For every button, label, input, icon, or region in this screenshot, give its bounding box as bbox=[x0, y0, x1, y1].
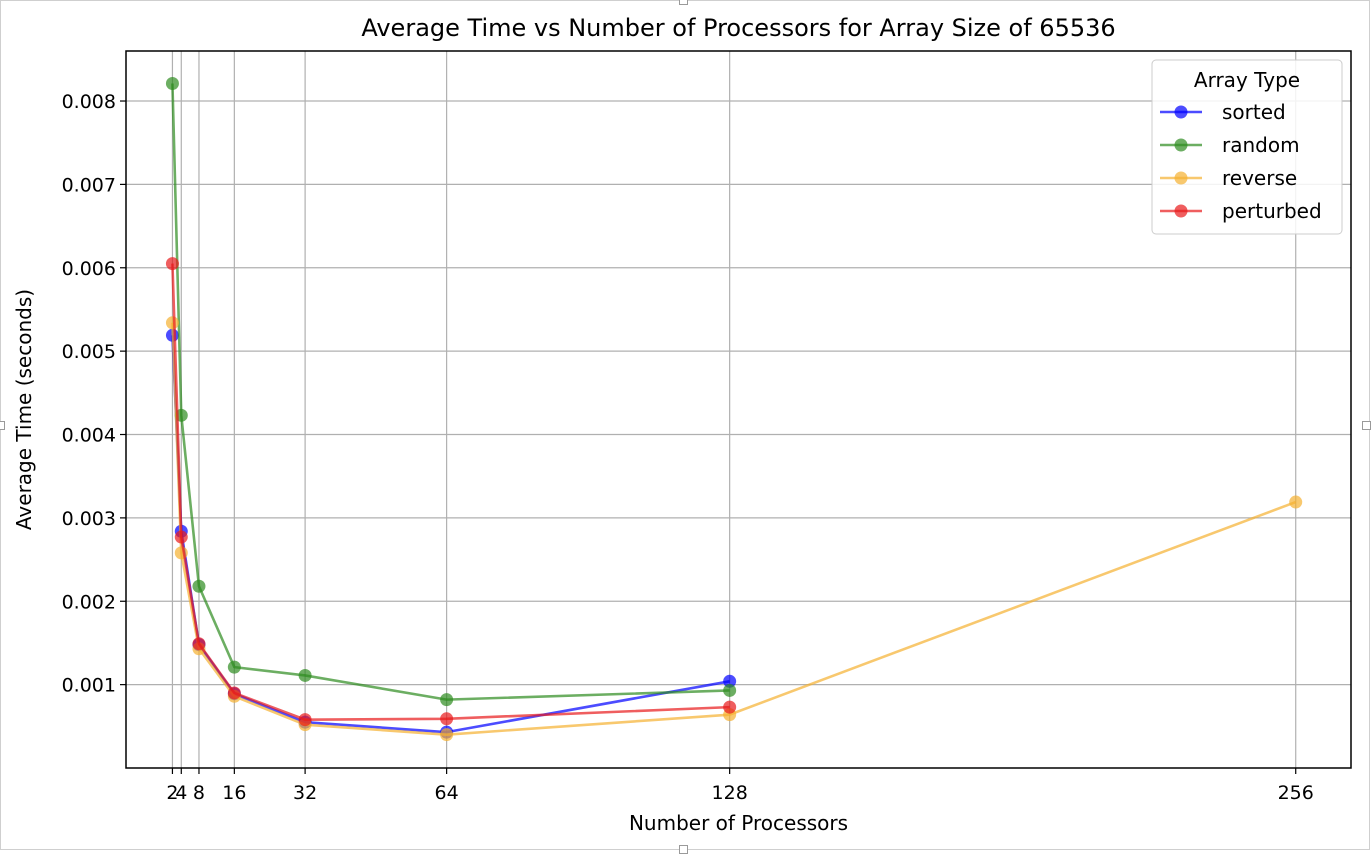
legend-title: Array Type bbox=[1194, 68, 1300, 92]
x-tick-label: 32 bbox=[293, 782, 317, 804]
data-point-random bbox=[440, 693, 454, 707]
chart-title: Average Time vs Number of Processors for… bbox=[361, 14, 1115, 42]
y-tick-label: 0.002 bbox=[62, 591, 116, 613]
legend-marker-sorted bbox=[1174, 105, 1188, 119]
y-tick-label: 0.008 bbox=[62, 91, 116, 113]
resize-handle-left[interactable] bbox=[0, 421, 5, 430]
legend-item-reverse: reverse bbox=[1160, 166, 1297, 190]
data-point-perturbed bbox=[227, 686, 241, 700]
x-tick-label: 2 bbox=[166, 782, 178, 804]
y-axis-label: Average Time (seconds) bbox=[12, 289, 36, 530]
data-point-reverse bbox=[1289, 495, 1303, 509]
plot-area bbox=[125, 50, 1352, 769]
data-point-random bbox=[723, 683, 737, 697]
x-tick-label: 8 bbox=[193, 782, 205, 804]
legend-item-random: random bbox=[1160, 133, 1300, 157]
data-point-random bbox=[192, 579, 206, 593]
legend: Array Type sorted random reverse perturbed bbox=[1151, 59, 1343, 235]
legend-item-sorted: sorted bbox=[1160, 100, 1286, 124]
data-point-perturbed bbox=[440, 712, 454, 726]
x-tick-label: 128 bbox=[712, 782, 748, 804]
data-point-perturbed bbox=[723, 700, 737, 714]
legend-marker-random bbox=[1174, 138, 1188, 152]
legend-marker-reverse bbox=[1174, 171, 1188, 185]
legend-label-reverse: reverse bbox=[1222, 166, 1297, 190]
data-point-perturbed bbox=[298, 713, 312, 727]
series-perturbed bbox=[165, 257, 737, 727]
y-axis: 0.001 0.002 0.003 0.004 0.005 0.006 0.007 0.008 bbox=[62, 91, 126, 697]
x-tick-label: 4 bbox=[175, 782, 187, 804]
y-tick-label: 0.007 bbox=[62, 174, 116, 196]
data-point-perturbed bbox=[192, 637, 206, 651]
data-point-reverse bbox=[165, 316, 179, 330]
x-tick-label: 64 bbox=[435, 782, 459, 804]
data-point-reverse bbox=[440, 728, 454, 742]
data-point-random bbox=[165, 77, 179, 91]
x-axis: 24 8 16 32 64 128 256 bbox=[166, 768, 1314, 804]
y-tick-label: 0.006 bbox=[62, 258, 116, 280]
series-line-sorted bbox=[171, 335, 730, 734]
x-tick-label: 256 bbox=[1278, 782, 1314, 804]
x-axis-label: Number of Processors bbox=[629, 811, 848, 835]
y-tick-label: 0.005 bbox=[62, 341, 116, 363]
data-point-perturbed bbox=[174, 530, 188, 544]
data-point-random bbox=[298, 668, 312, 682]
legend-item-perturbed: perturbed bbox=[1160, 199, 1322, 223]
legend-label-random: random bbox=[1222, 133, 1300, 157]
series-sorted bbox=[165, 328, 737, 739]
legend-marker-perturbed bbox=[1174, 204, 1188, 218]
data-point-sorted bbox=[723, 674, 737, 688]
legend-label-sorted: sorted bbox=[1222, 100, 1286, 124]
series-layer bbox=[165, 77, 1303, 742]
resize-handle-right[interactable] bbox=[1362, 421, 1371, 430]
y-tick-label: 0.003 bbox=[62, 508, 116, 530]
data-point-random bbox=[227, 660, 241, 674]
series-line-reverse bbox=[171, 322, 1297, 736]
legend-label-perturbed: perturbed bbox=[1222, 199, 1322, 223]
series-line-perturbed bbox=[171, 263, 730, 721]
y-tick-label: 0.004 bbox=[62, 425, 116, 447]
y-tick-label: 0.001 bbox=[62, 675, 116, 697]
resize-handle-top[interactable] bbox=[679, 0, 688, 5]
x-tick-label: 16 bbox=[222, 782, 246, 804]
legend-box bbox=[1151, 59, 1343, 235]
series-random bbox=[165, 77, 737, 707]
series-line-random bbox=[171, 83, 730, 701]
data-point-perturbed bbox=[165, 257, 179, 271]
